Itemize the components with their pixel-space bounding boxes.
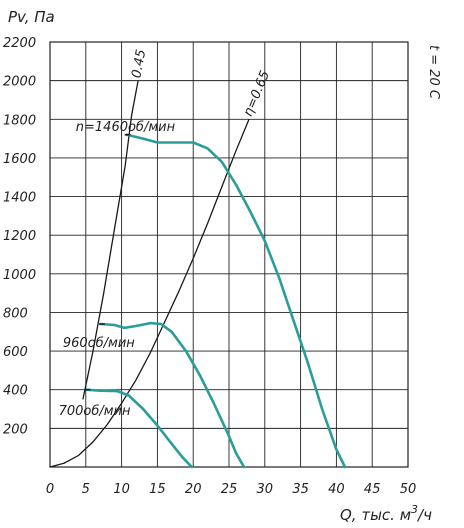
x-tick-label: 25 (221, 482, 238, 497)
grid (49, 41, 409, 468)
y-tick-label: 1200 (3, 229, 36, 244)
fan-curves (84, 133, 347, 469)
y-tick-label: 1400 (3, 191, 36, 206)
y-tick-label: 2000 (3, 75, 36, 90)
curve-label: n=1460об/мин (76, 120, 176, 135)
y-tick-label: 1800 (3, 113, 36, 128)
x-tick-label: 15 (149, 482, 166, 497)
x-tick-label: 50 (400, 482, 417, 497)
x-tick-label: 10 (113, 482, 130, 497)
y-tick-labels: 200 400 600 800 1000 1200 1400 1600 1800 2000 2200 (3, 36, 36, 437)
x-tick-label: 0 (46, 482, 54, 497)
efficiency-line (49, 119, 250, 468)
curve-label: 700об/мин (59, 404, 131, 419)
y-tick-label: 1000 (3, 268, 36, 283)
y-tick-label: 1600 (3, 152, 36, 167)
x-tick-label: 20 (185, 482, 202, 497)
y-tick-label: 2200 (3, 36, 36, 51)
temperature-note: t = 20 С (426, 45, 441, 100)
y-tick-label: 800 (3, 306, 28, 321)
fan-curve (85, 388, 194, 469)
curve-label: 960об/мин (63, 336, 135, 351)
x-axis-title: Q, тыс. м3/ч (340, 503, 432, 524)
x-axis-title-main: Q, тыс. м (340, 506, 411, 524)
y-tick-label: 200 (3, 422, 28, 437)
fan-curve (125, 133, 347, 469)
efficiency-label: η=0.65 (241, 69, 273, 119)
x-tick-label: 30 (257, 482, 274, 497)
x-axis-title-tail: /ч (416, 506, 432, 524)
x-tick-labels: 0 5 10 15 20 25 30 35 40 45 50 (46, 482, 416, 497)
y-axis-title: Pv, Па (8, 8, 55, 26)
x-tick-label: 45 (364, 482, 381, 497)
y-tick-label: 600 (3, 345, 28, 360)
curve-annotations: n=1460об/мин 960об/мин 700об/мин (59, 120, 176, 419)
x-tick-label: 35 (292, 482, 309, 497)
x-axis-title-superscript: 3 (411, 503, 418, 516)
efficiency-label: 0.45 (129, 48, 149, 79)
y-tick-label: 400 (3, 384, 28, 399)
fan-curve (99, 321, 246, 469)
efficiency-line (82, 80, 139, 400)
x-tick-label: 40 (328, 482, 345, 497)
x-tick-label: 5 (82, 482, 90, 497)
